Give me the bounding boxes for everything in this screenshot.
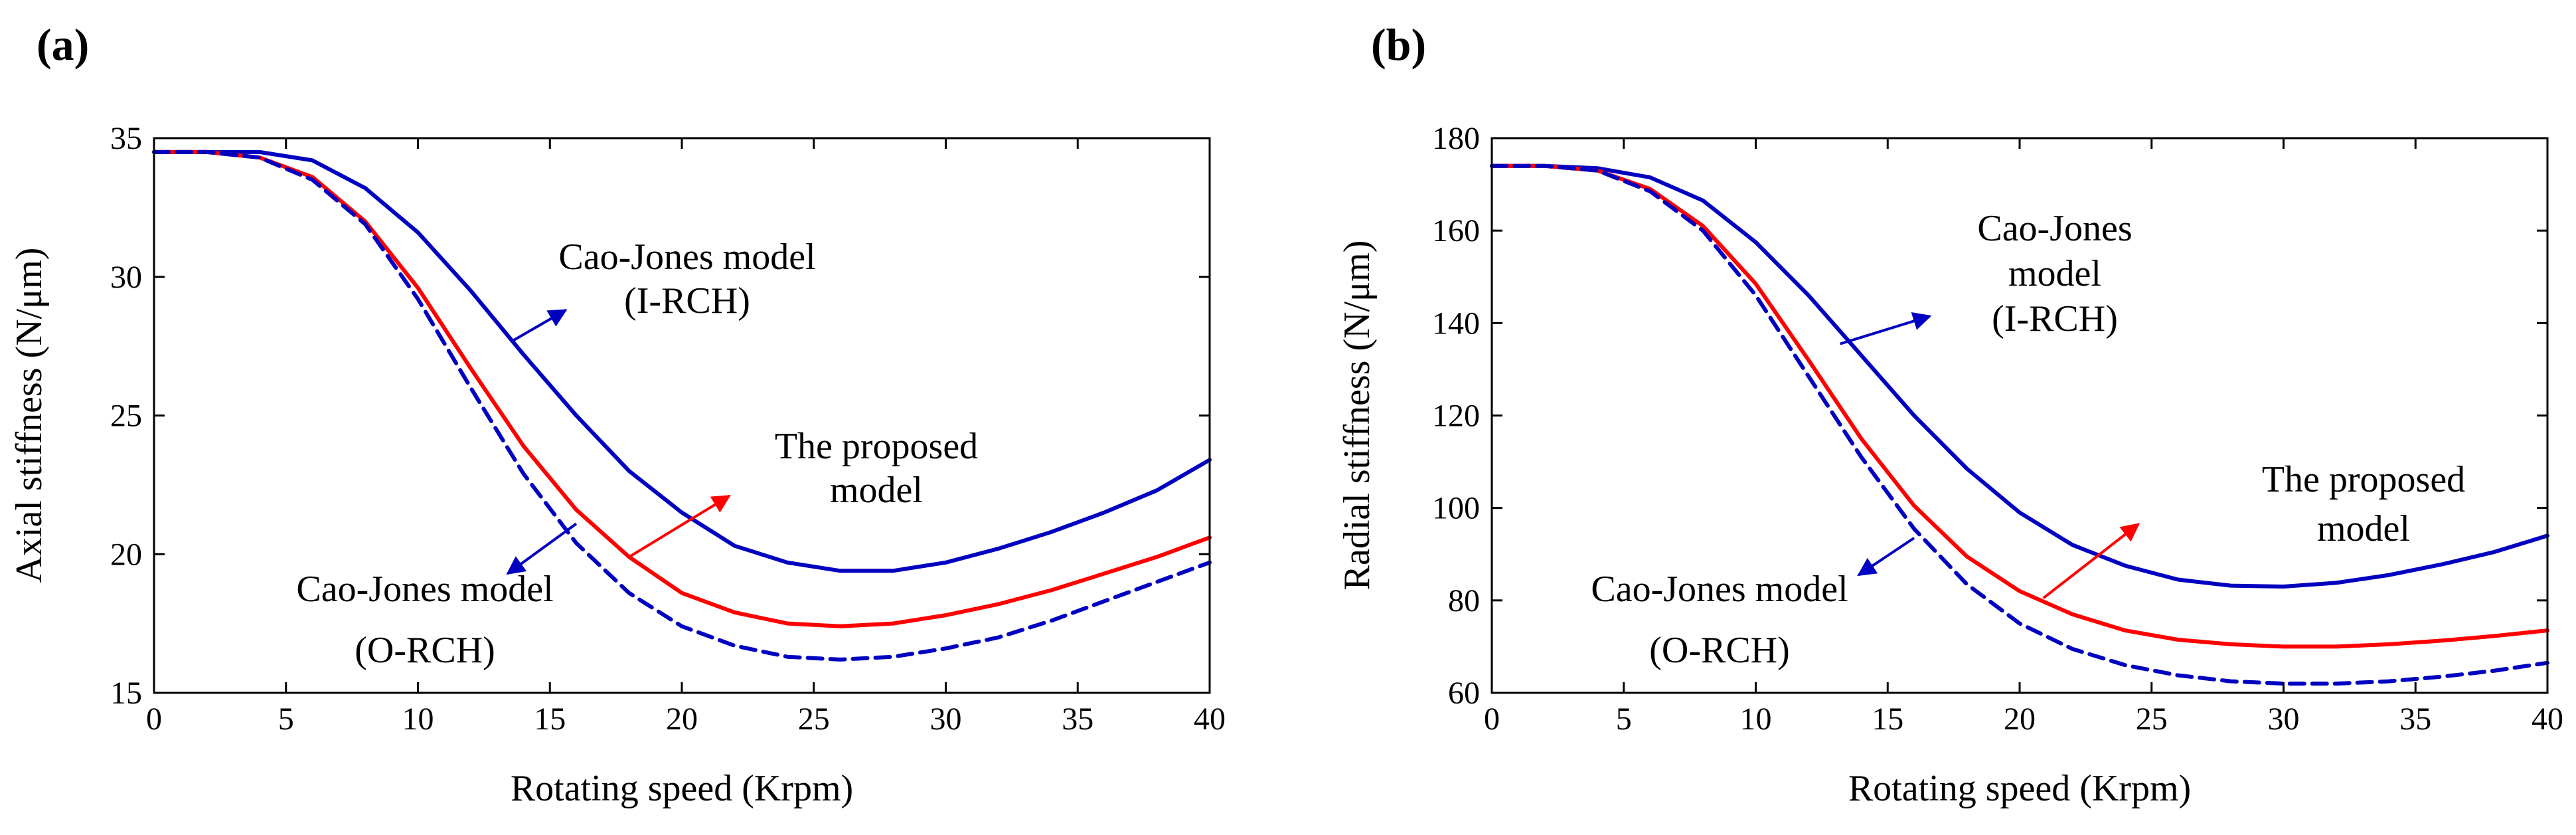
panel-label: (a) [37, 19, 89, 70]
annotation-arrow [628, 494, 731, 559]
y-tick-label: 160 [1432, 213, 1480, 248]
x-tick-label: 15 [1872, 701, 1903, 737]
annotation-label: Cao-Jones model (O-RCH) [296, 569, 553, 671]
y-axis-ticks: 60 80 100 120 140 160 180 [1432, 121, 2547, 711]
x-tick-label: 30 [2268, 701, 2300, 737]
x-tick-label: 25 [798, 701, 830, 737]
y-axis-ticks: 15 20 25 30 35 [110, 121, 1210, 711]
y-tick-label: 120 [1432, 399, 1480, 434]
x-axis-ticks: 0 5 10 15 20 25 30 35 40 [146, 138, 1226, 737]
annotations-layer: Cao-Jones model (I-RCH) The proposed model C… [296, 236, 978, 671]
series-line-3 [1490, 163, 2549, 686]
chart-panel-radial: (b) 0 5 10 15 20 25 30 35 40 60 80 100 120 140 160 180… [1336, 19, 2563, 809]
x-axis-label: Rotating speed (Krpm) [511, 768, 853, 809]
series-line-2 [152, 149, 1212, 628]
y-tick-label: 180 [1432, 121, 1480, 156]
chart-panel-axial: (a) 0 5 10 15 20 25 30 35 40 15 20 25 30 35 Cao-Jone… [9, 19, 1226, 809]
x-tick-label: 20 [2004, 701, 2036, 737]
annotation-arrow [506, 522, 578, 575]
series-line-1 [152, 149, 1212, 573]
x-axis-ticks: 0 5 10 15 20 25 30 35 40 [1484, 138, 2563, 737]
annotation-arrow [1857, 537, 1915, 577]
series-line-1 [1490, 163, 2549, 589]
annotations-layer: Cao-Jones model (I-RCH) The proposed model Ca… [1591, 208, 2465, 671]
series-line-3 [152, 149, 1212, 662]
y-axis-label: Radial stiffness (N/μm) [1336, 240, 1378, 591]
y-tick-label: 60 [1448, 676, 1480, 711]
annotation-label: Cao-Jones model (I-RCH) [1977, 208, 2132, 339]
annotation-label: The proposed model [2262, 459, 2465, 549]
x-tick-label: 35 [1062, 701, 1093, 737]
series-layer [1490, 163, 2549, 686]
y-axis-label: Axial stiffness (N/μm) [9, 248, 50, 583]
x-tick-label: 20 [666, 701, 698, 737]
y-tick-label: 15 [110, 676, 142, 711]
x-axis-label: Rotating speed (Krpm) [1848, 768, 2191, 809]
annotation-arrow [512, 309, 568, 342]
annotation-arrow [1840, 312, 1932, 345]
x-tick-label: 10 [1740, 701, 1772, 737]
series-layer [152, 149, 1212, 662]
y-tick-label: 30 [110, 260, 142, 295]
x-tick-label: 40 [2532, 701, 2563, 737]
x-tick-label: 0 [146, 701, 162, 737]
x-tick-label: 10 [402, 701, 434, 737]
y-tick-label: 100 [1432, 491, 1480, 526]
y-tick-label: 140 [1432, 306, 1480, 341]
x-tick-label: 0 [1484, 701, 1500, 737]
series-line-2 [1490, 163, 2549, 649]
panel-label: (b) [1371, 19, 1426, 70]
x-tick-label: 15 [534, 701, 566, 737]
x-tick-label: 5 [278, 701, 294, 737]
x-tick-label: 5 [1616, 701, 1632, 737]
y-tick-label: 80 [1448, 583, 1480, 618]
x-tick-label: 40 [1194, 701, 1226, 737]
y-tick-label: 25 [110, 399, 142, 434]
annotation-label: The proposed model [775, 426, 978, 511]
annotation-label: Cao-Jones model (O-RCH) [1591, 569, 1848, 671]
x-tick-label: 25 [2136, 701, 2168, 737]
y-tick-label: 20 [110, 537, 142, 572]
x-tick-label: 30 [930, 701, 962, 737]
x-tick-label: 35 [2399, 701, 2431, 737]
annotation-label: Cao-Jones model (I-RCH) [558, 236, 815, 322]
annotation-arrow [2042, 523, 2140, 599]
y-tick-label: 35 [110, 121, 142, 156]
